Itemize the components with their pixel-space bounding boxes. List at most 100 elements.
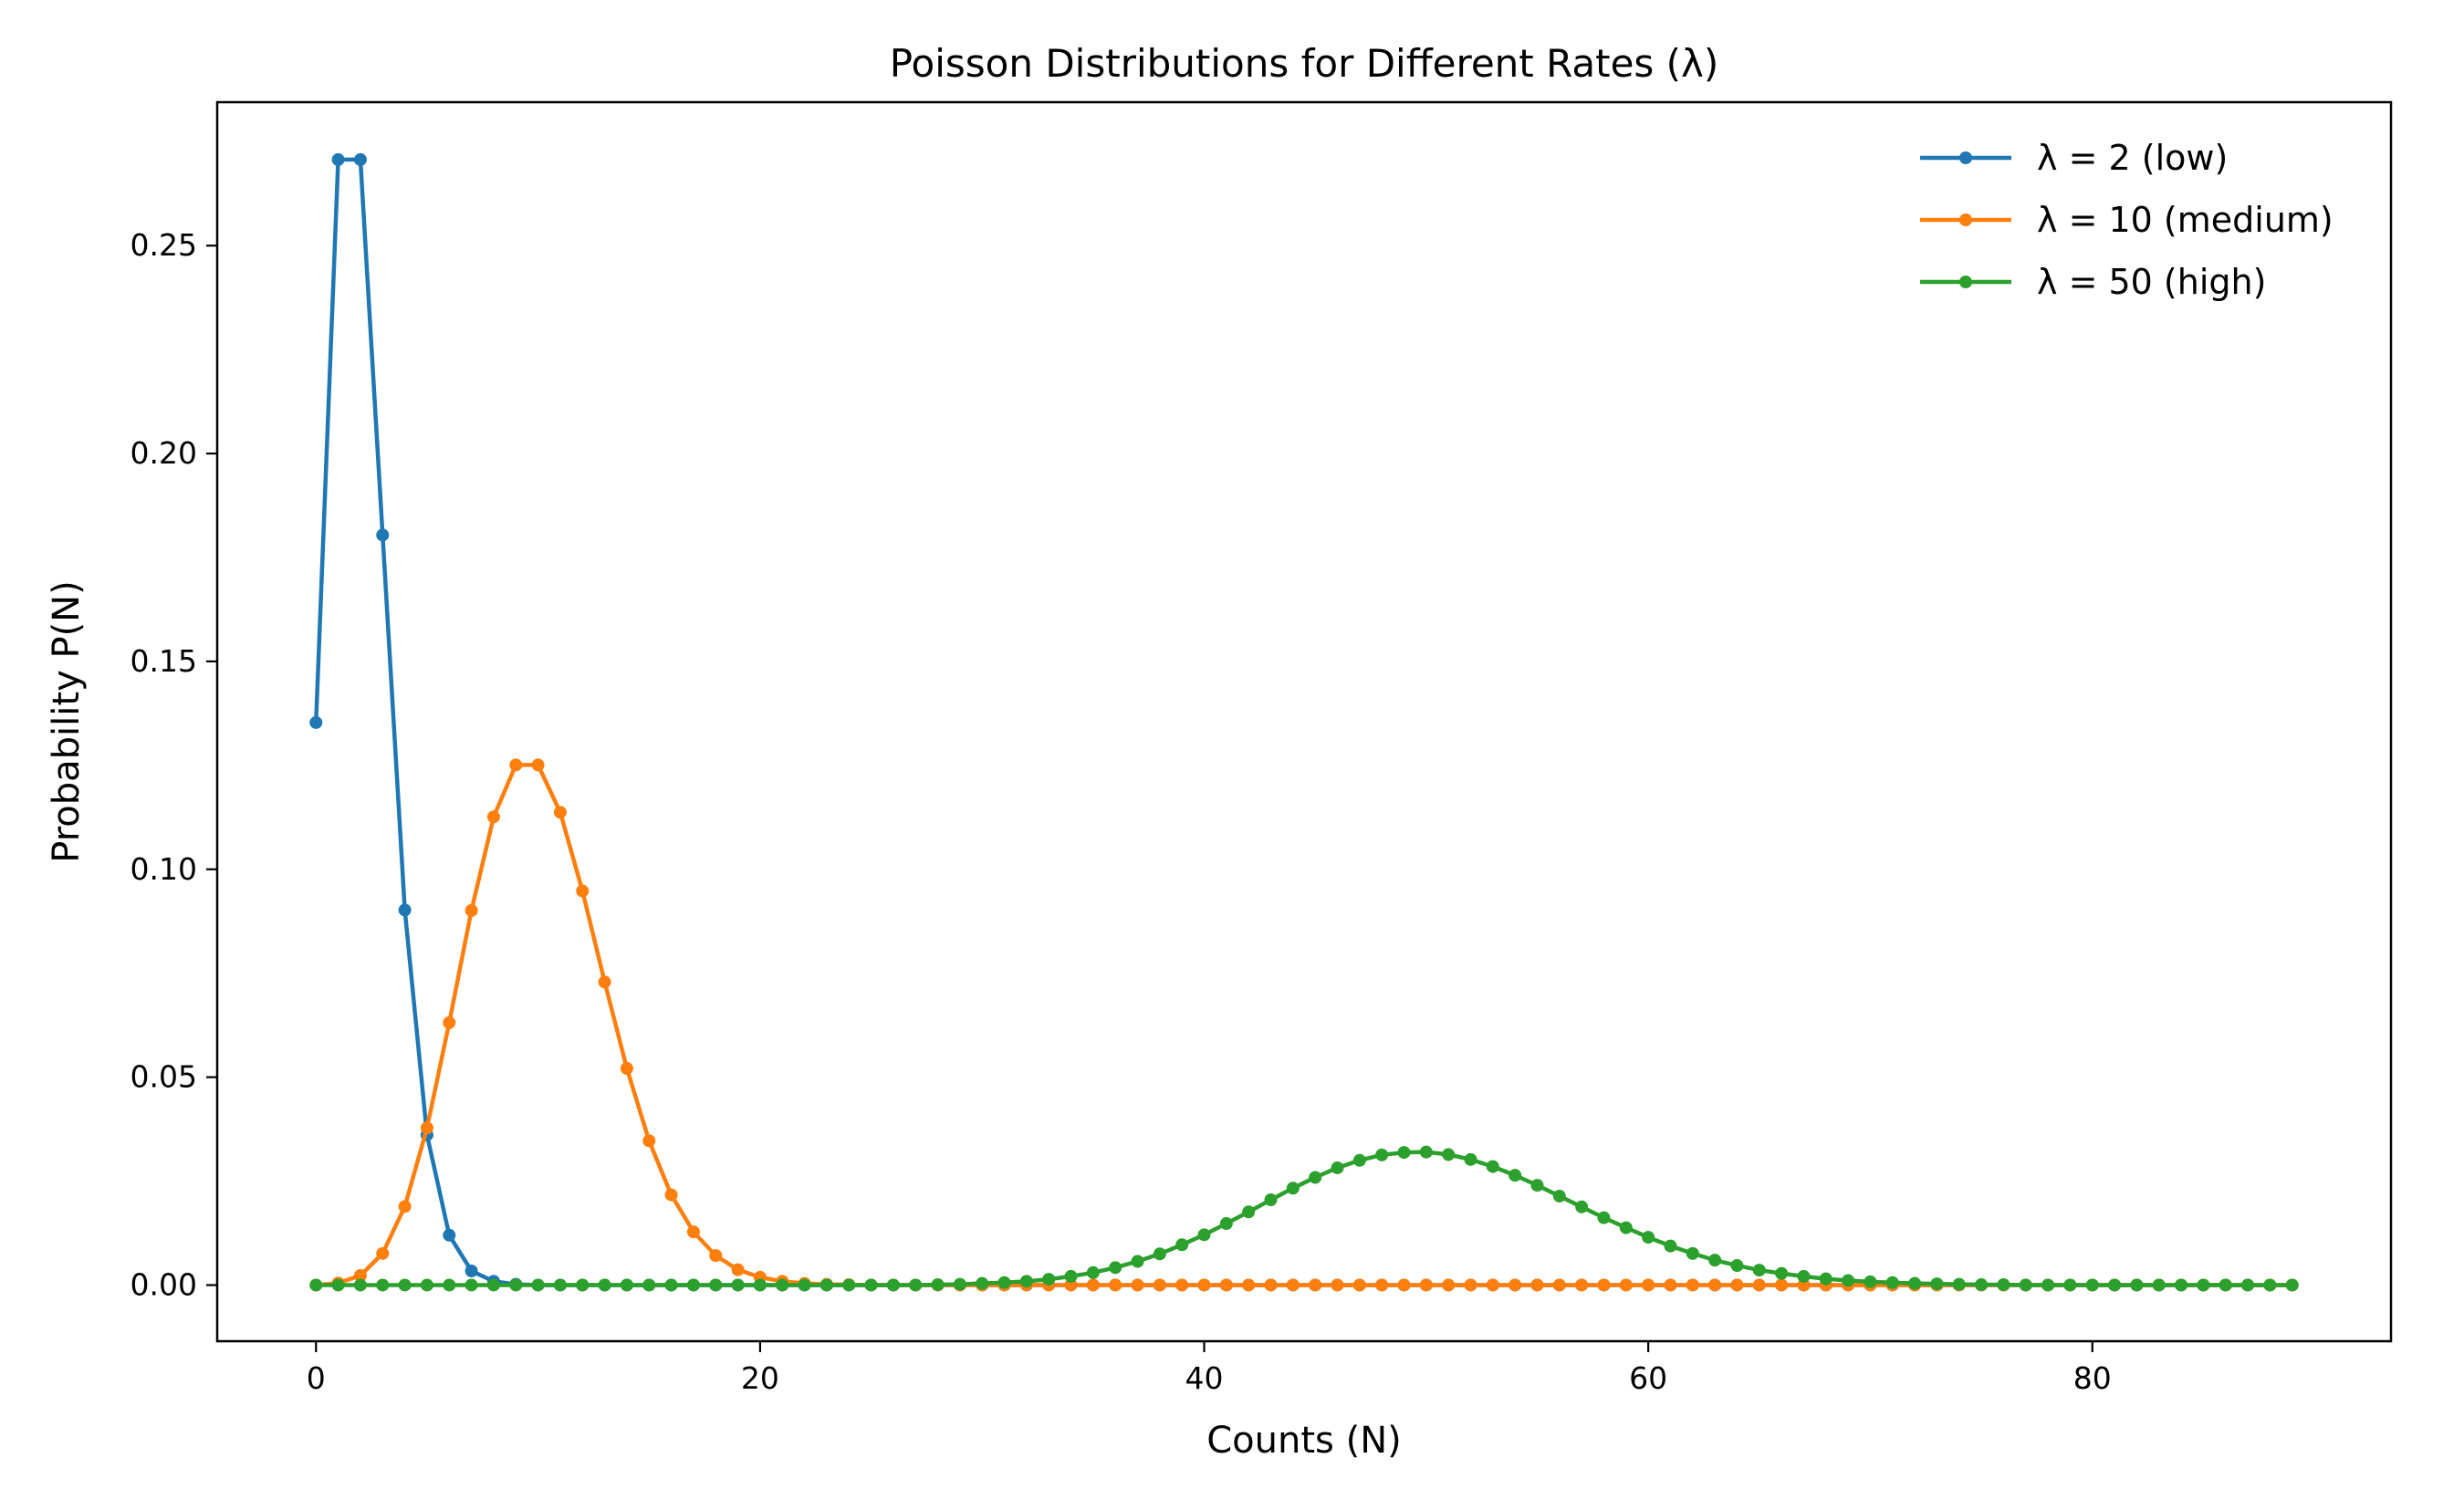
data-point xyxy=(1131,1278,1144,1292)
data-point xyxy=(353,1269,367,1282)
data-point xyxy=(598,1278,611,1292)
data-point xyxy=(753,1278,767,1292)
y-tick-label: 0.00 xyxy=(131,1266,197,1302)
data-point xyxy=(1375,1278,1389,1292)
plot-frame xyxy=(215,100,2393,1343)
data-point xyxy=(1419,1145,1433,1159)
data-point xyxy=(931,1278,945,1292)
data-point xyxy=(820,1278,833,1292)
data-point xyxy=(1042,1273,1056,1286)
data-point xyxy=(2285,1278,2299,1292)
data-point xyxy=(1109,1261,1122,1275)
data-point xyxy=(1153,1278,1166,1292)
legend-item: λ = 10 (medium) xyxy=(1920,200,2333,240)
data-point xyxy=(2019,1278,2032,1292)
data-point xyxy=(1552,1189,1566,1203)
data-point xyxy=(1242,1278,1256,1292)
data-point xyxy=(598,975,611,989)
data-point xyxy=(1331,1278,1344,1292)
data-point xyxy=(1419,1278,1433,1292)
data-point xyxy=(486,1278,500,1292)
data-point xyxy=(976,1276,989,1290)
data-point xyxy=(465,1278,478,1292)
data-point xyxy=(443,1015,456,1029)
data-point xyxy=(620,1278,633,1292)
data-point xyxy=(1219,1217,1233,1231)
data-point xyxy=(842,1278,856,1292)
data-point xyxy=(1997,1278,2010,1292)
data-point xyxy=(709,1278,723,1292)
data-point xyxy=(1819,1272,1832,1286)
data-point xyxy=(486,810,500,824)
data-point xyxy=(1752,1278,1766,1292)
data-point xyxy=(2130,1278,2144,1292)
legend-label: λ = 10 (medium) xyxy=(2037,200,2333,240)
legend-item: λ = 50 (high) xyxy=(1920,262,2266,302)
legend-label: λ = 2 (low) xyxy=(2037,138,2228,178)
data-point xyxy=(353,1278,367,1292)
data-point xyxy=(465,903,478,917)
data-point xyxy=(997,1276,1011,1289)
data-point xyxy=(1109,1278,1122,1292)
x-tick-label: 0 xyxy=(307,1360,326,1396)
data-point xyxy=(1153,1247,1166,1261)
data-point xyxy=(953,1277,966,1291)
x-axis: 0 20 40 60 80 xyxy=(307,1341,2112,1396)
data-point xyxy=(1352,1278,1366,1292)
data-point xyxy=(443,1228,456,1242)
data-point xyxy=(909,1278,923,1292)
data-point xyxy=(1708,1254,1722,1267)
data-point xyxy=(1331,1161,1344,1174)
data-point xyxy=(331,1278,345,1292)
data-point xyxy=(686,1225,700,1239)
data-point xyxy=(2263,1278,2277,1292)
data-point xyxy=(420,1278,433,1292)
data-point xyxy=(1642,1231,1655,1244)
data-point xyxy=(709,1249,723,1263)
data-point xyxy=(1664,1278,1677,1292)
data-point xyxy=(2219,1278,2232,1292)
legend-swatch-marker xyxy=(1959,151,1972,164)
data-point xyxy=(1064,1278,1078,1292)
data-point xyxy=(1530,1278,1544,1292)
data-point xyxy=(1708,1278,1722,1292)
data-point xyxy=(2108,1278,2122,1292)
x-tick-label: 80 xyxy=(2073,1360,2112,1396)
data-point xyxy=(1597,1278,1611,1292)
data-point xyxy=(1908,1276,1922,1290)
data-point xyxy=(1486,1160,1499,1173)
data-point xyxy=(1464,1278,1477,1292)
data-point xyxy=(1952,1277,1966,1291)
data-point xyxy=(1975,1278,1989,1292)
data-point xyxy=(1842,1274,1855,1287)
data-point xyxy=(1264,1278,1278,1292)
data-point xyxy=(1797,1278,1811,1292)
y-tick-label: 0.20 xyxy=(131,435,197,471)
legend: λ = 2 (low) λ = 10 (medium) λ = 50 (high) xyxy=(1920,138,2333,302)
data-point xyxy=(398,1200,412,1213)
data-point xyxy=(553,1278,567,1292)
chart-title: Poisson Distributions for Different Rate… xyxy=(890,41,1719,86)
data-point xyxy=(1286,1182,1300,1195)
data-point xyxy=(398,1278,412,1292)
data-point xyxy=(1575,1278,1589,1292)
data-point xyxy=(1885,1276,1899,1289)
data-point xyxy=(1175,1278,1189,1292)
data-point xyxy=(376,1278,390,1292)
data-point xyxy=(1086,1278,1100,1292)
data-point xyxy=(309,1278,323,1292)
data-point xyxy=(465,1264,478,1277)
data-point xyxy=(1664,1239,1677,1253)
x-tick-label: 40 xyxy=(1185,1360,1224,1396)
data-point xyxy=(2241,1278,2255,1292)
data-point xyxy=(376,1246,390,1260)
data-point xyxy=(1175,1238,1189,1252)
data-point xyxy=(864,1278,878,1292)
data-point xyxy=(2152,1278,2166,1292)
legend-swatch-marker xyxy=(1959,213,1972,226)
data-point xyxy=(1242,1205,1256,1219)
data-point xyxy=(1752,1264,1766,1277)
data-point xyxy=(1642,1278,1655,1292)
data-point xyxy=(1530,1179,1544,1192)
